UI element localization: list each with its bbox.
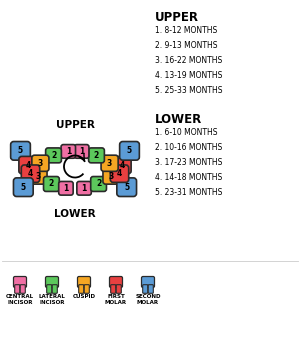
Text: 4: 4 — [26, 161, 31, 169]
Text: SECOND
MOLAR: SECOND MOLAR — [135, 294, 161, 305]
Text: CUSPID: CUSPID — [73, 294, 95, 299]
Text: 2: 2 — [49, 179, 54, 189]
Text: 1: 1 — [79, 147, 84, 156]
FancyBboxPatch shape — [113, 157, 131, 174]
Text: 3: 3 — [109, 172, 114, 181]
FancyBboxPatch shape — [143, 285, 148, 293]
Text: 2. 10-16 MONTHS: 2. 10-16 MONTHS — [155, 143, 222, 152]
FancyBboxPatch shape — [15, 285, 20, 293]
Text: 3: 3 — [36, 172, 41, 181]
FancyBboxPatch shape — [20, 285, 25, 293]
Text: 5. 25-33 MONTHS: 5. 25-33 MONTHS — [155, 86, 223, 95]
FancyBboxPatch shape — [84, 285, 89, 293]
FancyBboxPatch shape — [32, 155, 49, 171]
FancyBboxPatch shape — [11, 142, 30, 160]
FancyBboxPatch shape — [111, 285, 116, 293]
FancyBboxPatch shape — [30, 168, 47, 184]
FancyBboxPatch shape — [88, 148, 104, 163]
Text: CENTRAL
INCISOR: CENTRAL INCISOR — [6, 294, 34, 305]
FancyBboxPatch shape — [14, 178, 33, 196]
FancyBboxPatch shape — [21, 165, 40, 182]
FancyBboxPatch shape — [117, 178, 136, 196]
Text: UPPER: UPPER — [56, 120, 94, 130]
Text: 3: 3 — [38, 159, 43, 168]
Text: LOWER: LOWER — [54, 209, 96, 219]
Text: 4. 14-18 MONTHS: 4. 14-18 MONTHS — [155, 173, 222, 182]
Text: 4: 4 — [117, 169, 122, 178]
FancyBboxPatch shape — [44, 177, 59, 191]
FancyBboxPatch shape — [46, 277, 59, 287]
Text: UPPER: UPPER — [155, 11, 199, 24]
Text: 2: 2 — [96, 179, 101, 189]
FancyBboxPatch shape — [103, 168, 120, 184]
Text: 1: 1 — [63, 184, 69, 193]
FancyBboxPatch shape — [77, 181, 91, 195]
FancyBboxPatch shape — [74, 145, 89, 158]
Text: 3. 17-23 MONTHS: 3. 17-23 MONTHS — [155, 158, 222, 167]
FancyBboxPatch shape — [116, 285, 121, 293]
FancyBboxPatch shape — [142, 277, 154, 287]
FancyBboxPatch shape — [47, 285, 52, 293]
FancyBboxPatch shape — [101, 155, 118, 171]
Text: 3. 16-22 MONTHS: 3. 16-22 MONTHS — [155, 56, 222, 65]
FancyBboxPatch shape — [19, 157, 37, 174]
FancyBboxPatch shape — [91, 177, 106, 191]
FancyBboxPatch shape — [79, 285, 84, 293]
Text: 2. 9-13 MONTHS: 2. 9-13 MONTHS — [155, 41, 218, 50]
Text: 5. 23-31 MONTHS: 5. 23-31 MONTHS — [155, 188, 222, 197]
Text: 2: 2 — [51, 151, 56, 160]
Text: 4. 13-19 MONTHS: 4. 13-19 MONTHS — [155, 71, 222, 80]
Text: 3: 3 — [107, 159, 112, 168]
Text: 5: 5 — [127, 146, 132, 155]
FancyBboxPatch shape — [52, 285, 57, 293]
FancyBboxPatch shape — [14, 277, 26, 287]
Text: 1. 6-10 MONTHS: 1. 6-10 MONTHS — [155, 128, 218, 137]
FancyBboxPatch shape — [77, 277, 91, 287]
Text: 5: 5 — [124, 183, 129, 192]
FancyBboxPatch shape — [59, 181, 73, 195]
Text: 4: 4 — [119, 161, 124, 169]
Text: 2: 2 — [94, 151, 99, 160]
Text: FIRST
MOLAR: FIRST MOLAR — [105, 294, 127, 305]
FancyBboxPatch shape — [61, 145, 76, 158]
Text: 1: 1 — [81, 184, 87, 193]
FancyBboxPatch shape — [120, 142, 140, 160]
Text: 1. 8-12 MONTHS: 1. 8-12 MONTHS — [155, 26, 217, 35]
Text: LATERAL
INCISOR: LATERAL INCISOR — [39, 294, 65, 305]
FancyBboxPatch shape — [46, 148, 62, 163]
FancyBboxPatch shape — [148, 285, 153, 293]
Text: 1: 1 — [66, 147, 71, 156]
Text: 4: 4 — [28, 169, 33, 178]
Text: 5: 5 — [18, 146, 23, 155]
FancyBboxPatch shape — [110, 277, 122, 287]
Text: 5: 5 — [21, 183, 26, 192]
FancyBboxPatch shape — [110, 165, 129, 182]
Text: LOWER: LOWER — [155, 113, 202, 126]
